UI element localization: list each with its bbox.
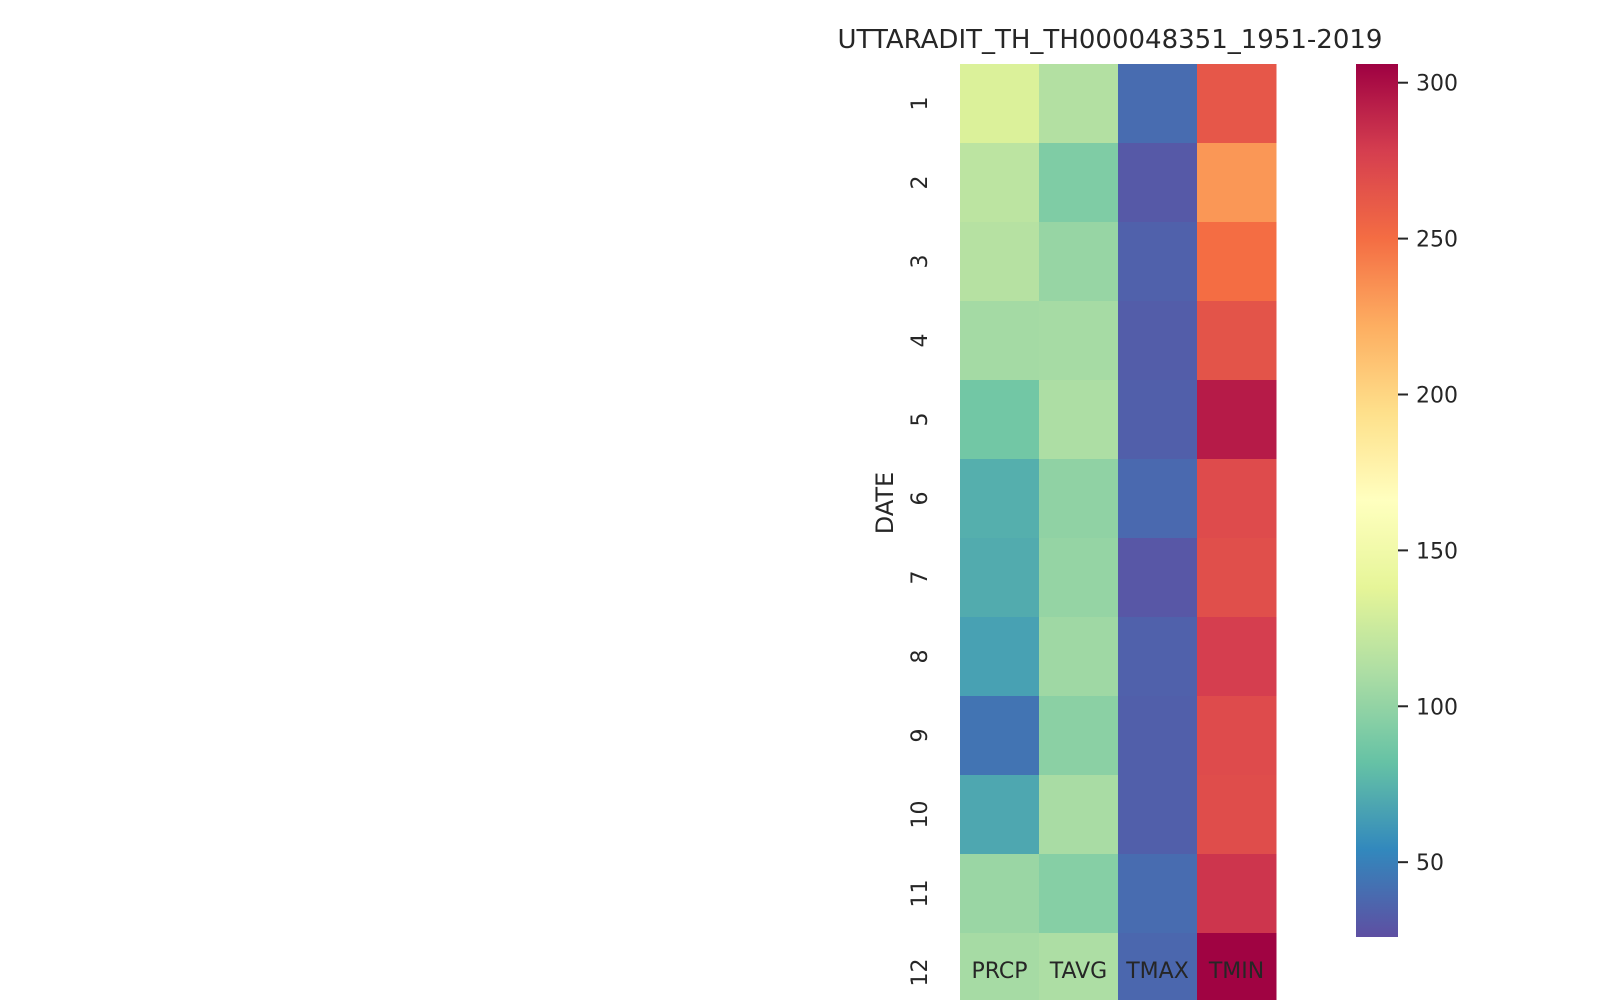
heatmap-cell [960, 64, 1040, 144]
heatmap-cell [960, 854, 1040, 934]
y-tick-label: 4 [908, 334, 933, 348]
heatmap-cell [960, 143, 1040, 223]
heatmap-cell [1039, 933, 1119, 1004]
heatmap-cell [1197, 222, 1277, 302]
heatmap-cell [1197, 380, 1277, 460]
y-tick-label: 5 [908, 413, 933, 427]
heatmap-cell [1118, 854, 1198, 934]
heatmap-cell [1039, 380, 1119, 460]
heatmap-cell [1118, 301, 1198, 381]
heatmap-cells [960, 64, 1277, 1004]
x-tick-label: TAVG [1049, 959, 1107, 984]
heatmap-cell [960, 459, 1040, 539]
heatmap-cell [1118, 459, 1198, 539]
y-tick-label: 7 [908, 571, 933, 585]
colorbar-tick-label: 50 [1416, 851, 1444, 876]
heatmap-cell [960, 380, 1040, 460]
x-tick-label: TMAX [1125, 959, 1189, 984]
y-tick-label: 11 [908, 880, 933, 908]
colorbar-tick-label: 300 [1416, 72, 1458, 97]
heatmap-cell [960, 301, 1040, 381]
heatmap-cell [1039, 64, 1119, 144]
heatmap-cell [1197, 301, 1277, 381]
heatmap-cell [1039, 854, 1119, 934]
heatmap-cell [1118, 775, 1198, 855]
x-tick-label: PRCP [971, 959, 1027, 984]
heatmap-cell [1118, 64, 1198, 144]
heatmap-cell [960, 775, 1040, 855]
heatmap-cell [960, 933, 1040, 1004]
heatmap-cell [1039, 538, 1119, 618]
colorbar-gradient [1356, 64, 1398, 937]
heatmap-cell [1197, 933, 1277, 1004]
heatmap-cell [960, 696, 1040, 776]
heatmap-cell [1118, 617, 1198, 697]
x-tick-labels: PRCP TAVG TMAX TMIN [971, 959, 1264, 984]
chart-title: UTTARADIT_TH_TH000048351_1951-2019 [838, 25, 1383, 55]
y-tick-label: 6 [908, 492, 933, 506]
colorbar-tick-label: 200 [1416, 383, 1458, 408]
heatmap-cell [1197, 143, 1277, 223]
y-tick-label: 12 [908, 959, 933, 987]
y-tick-label: 1 [908, 97, 933, 111]
heatmap-cell [1197, 617, 1277, 697]
y-axis-label: DATE [871, 472, 899, 534]
heatmap-cell [1118, 222, 1198, 302]
heatmap-cell [1039, 617, 1119, 697]
colorbar-tick-label: 100 [1416, 695, 1458, 720]
y-tick-label: 8 [908, 650, 933, 664]
heatmap-cell [1039, 775, 1119, 855]
heatmap-cell [1039, 301, 1119, 381]
colorbar: 50 100 150 200 250 300 [1356, 64, 1458, 937]
heatmap-cell [1039, 222, 1119, 302]
y-tick-label: 2 [908, 176, 933, 190]
heatmap-cell [1118, 696, 1198, 776]
heatmap-cell [960, 538, 1040, 618]
y-tick-label: 3 [908, 255, 933, 269]
heatmap-cell [1197, 775, 1277, 855]
heatmap-cell [1039, 696, 1119, 776]
heatmap-cell [1197, 459, 1277, 539]
x-tick-label: TMIN [1208, 959, 1264, 984]
heatmap-cell [1039, 143, 1119, 223]
colorbar-tick-label: 150 [1416, 539, 1458, 564]
heatmap-cell [960, 617, 1040, 697]
y-tick-label: 9 [908, 729, 933, 743]
y-tick-label: 10 [908, 801, 933, 829]
heatmap-cell [1197, 854, 1277, 934]
heatmap-cell [1197, 696, 1277, 776]
heatmap-cell [1039, 459, 1119, 539]
heatmap-cell [1118, 143, 1198, 223]
heatmap-cell [1118, 538, 1198, 618]
colorbar-tick-label: 250 [1416, 228, 1458, 253]
heatmap-cell [1197, 64, 1277, 144]
heatmap-cell [1118, 380, 1198, 460]
heatmap-cell [960, 222, 1040, 302]
heatmap-cell [1118, 933, 1198, 1004]
heatmap-cell [1197, 538, 1277, 618]
